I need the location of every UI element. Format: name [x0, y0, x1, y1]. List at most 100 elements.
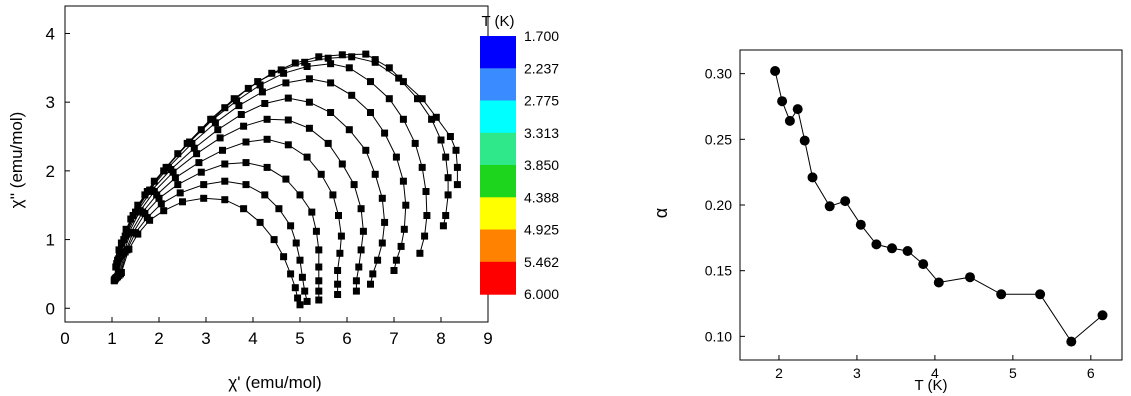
x-tick-label: 0	[60, 329, 69, 348]
data-point	[399, 177, 407, 185]
data-point	[400, 225, 408, 233]
data-point	[329, 191, 337, 199]
data-point	[357, 246, 365, 254]
data-point	[416, 249, 424, 257]
data-point	[174, 181, 182, 189]
alpha-point	[799, 135, 810, 146]
data-point	[315, 53, 323, 61]
y-tick-label: 0.25	[705, 131, 732, 147]
data-point	[200, 194, 208, 202]
data-point	[179, 198, 186, 206]
y-axis-title-left: χ'' (emu/mol)	[7, 112, 26, 209]
data-point	[348, 53, 356, 61]
colorbar-swatch	[480, 261, 516, 295]
colorbar-swatch	[480, 36, 516, 69]
data-point	[327, 109, 335, 116]
data-point	[327, 79, 335, 87]
data-point	[411, 139, 419, 147]
data-point	[395, 74, 403, 82]
data-point	[334, 267, 342, 274]
data-point	[345, 126, 353, 134]
data-point	[399, 115, 407, 123]
data-point	[374, 256, 382, 264]
data-point	[315, 287, 323, 295]
data-point	[385, 64, 393, 72]
data-point	[334, 291, 342, 298]
data-point	[334, 280, 342, 288]
data-point	[345, 64, 353, 72]
data-point	[190, 144, 198, 152]
series-line	[118, 162, 320, 300]
data-point	[371, 170, 379, 178]
alpha-point	[792, 104, 803, 115]
colorbar-level-label: 2.775	[524, 93, 559, 109]
data-point	[261, 100, 269, 107]
data-point	[233, 97, 241, 105]
data-point	[359, 227, 367, 235]
data-point	[327, 60, 335, 68]
data-point	[242, 159, 250, 167]
data-point	[308, 208, 316, 216]
data-point	[284, 94, 292, 102]
data-point	[237, 111, 245, 118]
data-point	[399, 78, 407, 86]
data-point	[367, 109, 374, 116]
data-point	[287, 222, 295, 230]
x-tick-label: 5	[1009, 365, 1017, 381]
data-point	[134, 230, 142, 238]
y-tick-label: 1	[46, 231, 55, 250]
data-point	[219, 146, 226, 154]
data-point	[453, 181, 461, 189]
alpha-point	[933, 277, 944, 288]
alpha-point	[824, 201, 835, 212]
data-point	[176, 189, 184, 197]
x-tick-label: 7	[389, 329, 398, 348]
data-point	[270, 236, 278, 244]
data-point	[421, 232, 429, 240]
x-axis-ticks-left: 0 1 2 3 4 5 6 7 8 9	[60, 317, 493, 348]
data-point	[287, 270, 295, 278]
x-axis-title-right: T (K)	[914, 377, 947, 394]
data-point	[392, 256, 400, 264]
data-point	[303, 153, 311, 161]
data-point	[414, 95, 421, 103]
alpha-point	[965, 272, 975, 283]
data-point	[315, 263, 323, 271]
data-point	[381, 218, 389, 226]
data-point	[305, 124, 313, 132]
data-point	[221, 196, 229, 204]
data-point	[296, 256, 304, 264]
data-point	[355, 263, 363, 271]
y-tick-label: 0.10	[705, 328, 732, 344]
data-point	[157, 200, 165, 208]
x-tick-label: 2	[154, 329, 163, 348]
data-point	[397, 242, 405, 250]
data-point	[442, 212, 450, 219]
data-point	[263, 163, 271, 171]
data-point	[444, 191, 452, 199]
data-point	[337, 232, 345, 240]
alpha-point	[902, 246, 913, 256]
data-point	[125, 245, 133, 253]
colorbar-swatch	[480, 197, 516, 231]
series-line	[120, 197, 301, 305]
data-point	[216, 134, 224, 142]
data-point	[268, 69, 276, 77]
data-point	[294, 294, 302, 302]
data-point	[362, 146, 370, 154]
data-point	[261, 191, 269, 199]
data-point	[369, 270, 377, 278]
data-point	[141, 210, 149, 217]
alpha-point	[918, 259, 929, 270]
data-point	[284, 141, 292, 149]
x-axis-ticks-right: 2 3 4 5 6	[775, 355, 1095, 381]
colorbar-title: T (K)	[481, 13, 514, 30]
colorbar-swatch	[480, 132, 516, 166]
alpha-point	[840, 196, 851, 207]
data-point	[235, 102, 243, 110]
colorbar-level-label: 4.925	[524, 222, 559, 238]
colorbar-level-label: 1.700	[524, 28, 559, 44]
data-point	[422, 188, 430, 195]
data-point	[301, 287, 309, 295]
data-point	[453, 163, 461, 171]
